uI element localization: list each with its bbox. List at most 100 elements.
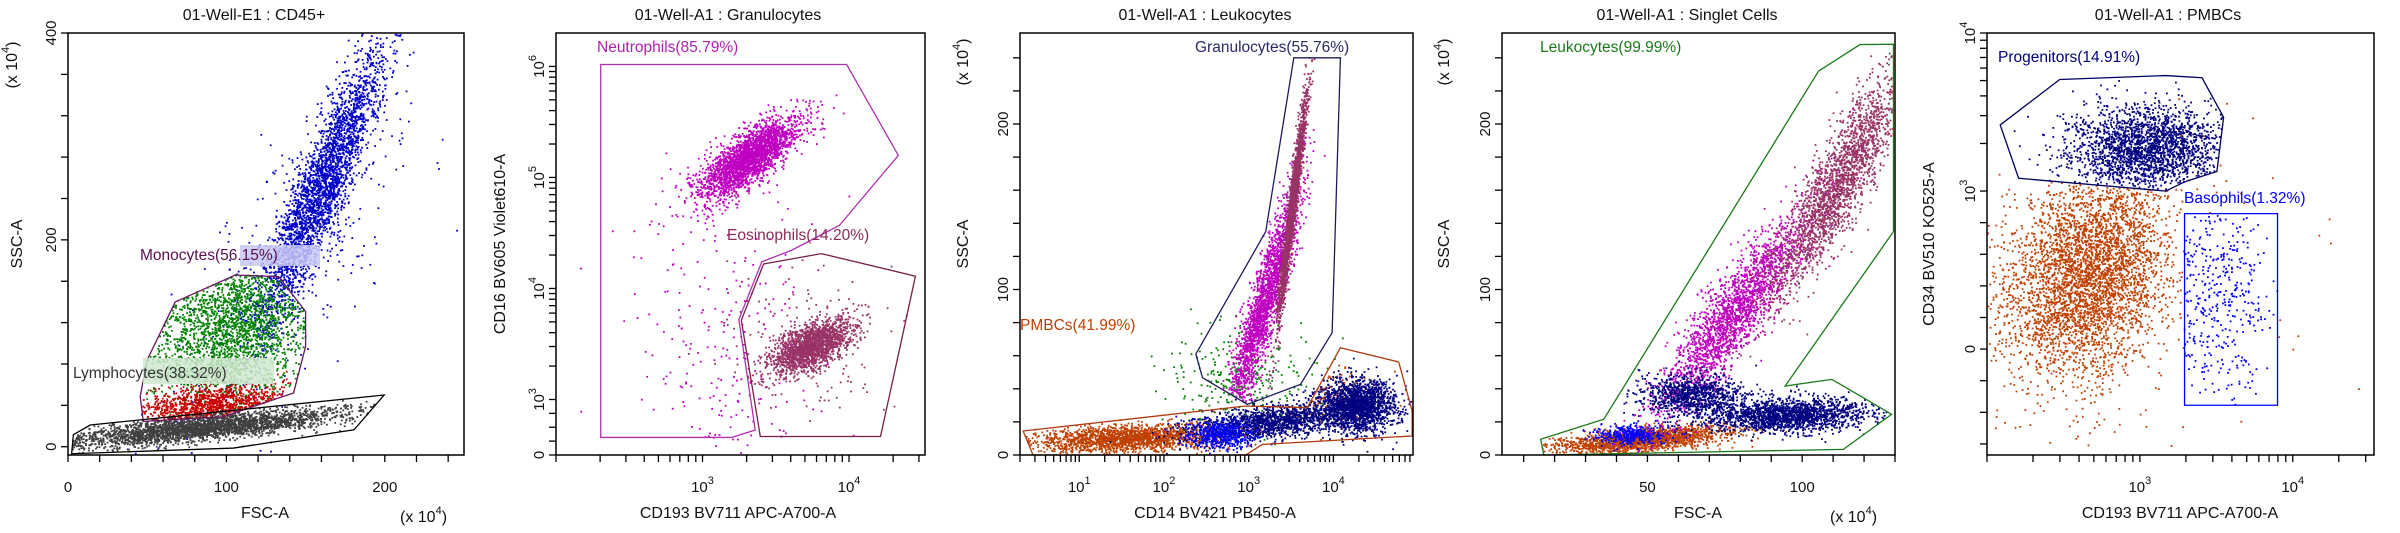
data-point	[336, 192, 339, 195]
data-point	[239, 275, 242, 278]
data-point	[302, 215, 305, 217]
data-point	[294, 190, 297, 192]
data-point	[293, 185, 295, 188]
data-point	[321, 218, 324, 221]
data-point	[329, 127, 331, 129]
data-point	[301, 227, 304, 229]
data-point	[309, 167, 312, 169]
data-point	[189, 311, 191, 313]
data-point	[335, 156, 338, 158]
data-point	[228, 334, 231, 336]
data-point	[343, 122, 346, 124]
data-point	[336, 124, 339, 127]
data-point	[362, 103, 364, 106]
data-point	[341, 249, 344, 251]
data-point	[318, 190, 321, 192]
data-point	[279, 234, 281, 236]
data-point	[296, 194, 299, 197]
data-point	[324, 189, 327, 191]
data-point	[377, 57, 380, 59]
data-point	[214, 297, 216, 300]
data-point	[347, 111, 349, 113]
data-point	[181, 308, 184, 311]
data-point	[314, 265, 317, 268]
data-point	[235, 311, 238, 313]
data-point	[318, 191, 321, 194]
data-point	[357, 58, 360, 61]
data-point	[321, 194, 323, 197]
data-point	[286, 275, 288, 278]
data-point	[335, 153, 338, 156]
data-point	[343, 139, 345, 142]
data-point	[225, 343, 228, 346]
data-point	[324, 207, 327, 210]
data-point	[339, 165, 342, 168]
data-point	[250, 329, 253, 331]
data-point	[342, 176, 345, 179]
data-point	[317, 182, 320, 185]
data-point	[364, 81, 367, 84]
data-point	[335, 182, 337, 185]
data-point	[357, 116, 360, 118]
data-point	[321, 159, 324, 162]
data-point	[260, 343, 263, 345]
data-point	[297, 205, 299, 207]
data-point	[304, 176, 307, 179]
data-point	[318, 266, 320, 269]
data-point	[243, 284, 246, 287]
data-point	[146, 398, 149, 401]
data-point	[290, 303, 293, 305]
data-point	[301, 228, 304, 231]
data-point	[310, 165, 313, 168]
data-point	[277, 336, 280, 338]
data-point	[338, 173, 341, 175]
data-point	[254, 319, 257, 322]
data-point	[292, 219, 294, 222]
data-point	[285, 333, 288, 335]
data-point	[278, 225, 281, 228]
data-point	[222, 312, 225, 315]
data-point	[152, 356, 155, 358]
data-point	[176, 350, 179, 353]
data-point	[326, 165, 328, 168]
data-point	[285, 223, 288, 226]
data-point	[296, 306, 299, 309]
data-point	[340, 185, 342, 188]
data-point	[305, 216, 308, 219]
data-point	[195, 317, 197, 320]
data-point	[335, 136, 338, 138]
data-point	[305, 164, 307, 166]
data-point	[354, 45, 357, 47]
data-point	[395, 168, 398, 171]
data-point	[355, 174, 358, 177]
data-point	[191, 401, 194, 404]
data-point	[195, 332, 198, 335]
data-point	[187, 320, 190, 322]
data-point	[238, 354, 241, 357]
data-point	[195, 298, 198, 300]
data-point	[370, 62, 373, 64]
data-point	[309, 236, 312, 238]
data-point	[244, 346, 246, 349]
data-point	[284, 384, 287, 386]
data-point	[283, 269, 286, 272]
data-point	[366, 82, 369, 84]
data-point	[249, 322, 252, 325]
data-point	[374, 82, 377, 85]
data-point	[203, 333, 206, 336]
data-point	[277, 312, 279, 315]
data-point	[230, 342, 233, 344]
data-point	[263, 314, 265, 317]
data-point	[276, 281, 279, 284]
data-point	[305, 211, 308, 214]
data-point	[207, 354, 210, 357]
data-point	[325, 162, 328, 165]
data-point	[315, 193, 318, 195]
data-point	[330, 232, 333, 235]
data-point	[196, 321, 199, 324]
data-point	[296, 225, 299, 228]
data-point	[178, 348, 180, 351]
data-point	[322, 195, 325, 197]
data-point	[382, 96, 384, 99]
data-point	[281, 237, 284, 240]
